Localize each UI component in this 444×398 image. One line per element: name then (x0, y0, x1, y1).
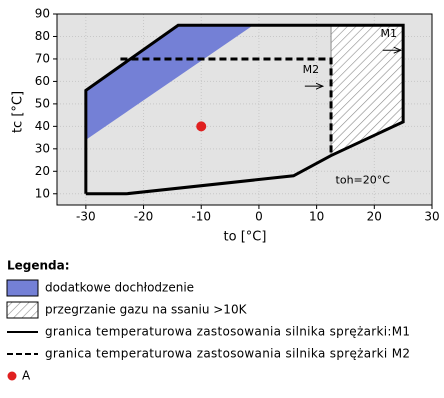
y-tick-label: 80 (35, 29, 50, 43)
annotation: M1 (380, 27, 397, 40)
x-tick-label: 10 (309, 210, 324, 224)
y-tick-label: 20 (35, 164, 50, 178)
legend-label: granica temperaturowa zastosowania silni… (45, 347, 410, 361)
y-axis-label: tc [°C] (11, 91, 26, 133)
x-tick-label: 0 (255, 210, 263, 224)
x-axis-label: to [°C] (224, 230, 267, 245)
legend-label: przegrzanie gazu na ssaniu >10K (45, 303, 248, 317)
y-tick-label: 10 (35, 186, 50, 200)
legend-swatch (6, 279, 39, 297)
x-tick-label: -20 (134, 210, 154, 224)
envelope-line-dashed (120, 57, 333, 156)
legend-label: dodatkowe dochłodzenie (45, 281, 194, 295)
legend-swatch (7, 371, 17, 381)
x-tick-label: 20 (367, 210, 382, 224)
legend-label: A (22, 369, 31, 383)
y-tick-label: 40 (35, 119, 50, 133)
legend-swatch (6, 301, 39, 319)
y-tick-label: 90 (35, 7, 50, 21)
legend-title: Legenda: (7, 259, 70, 273)
annotation: toh=20°C (336, 173, 391, 186)
x-tick-label: -10 (191, 210, 211, 224)
legend-label: granica temperaturowa zastosowania silni… (45, 325, 410, 339)
y-tick-label: 30 (35, 141, 50, 155)
y-tick-label: 60 (35, 74, 50, 88)
point (196, 121, 207, 132)
subcooling-area (85, 25, 254, 140)
y-tick-label: 70 (35, 51, 50, 65)
envelope-line (84, 23, 405, 196)
x-tick-label: -30 (76, 210, 96, 224)
annotation: M2 (303, 63, 320, 76)
y-tick-label: 50 (35, 96, 50, 110)
x-tick-label: 30 (424, 210, 439, 224)
plot-border (56, 13, 433, 206)
